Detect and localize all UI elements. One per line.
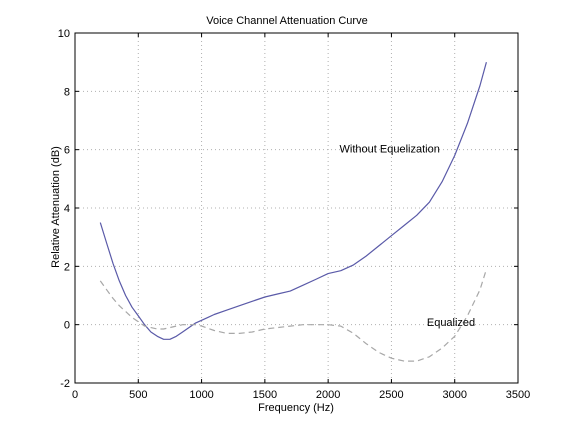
x-tick-label: 2500 [379, 389, 403, 401]
series-line-equalized [99, 269, 487, 362]
x-tick-label: 0 [72, 389, 78, 401]
x-tick-label: 1500 [253, 389, 277, 401]
x-tick-label: 3000 [442, 389, 466, 401]
y-axis-label: Relative Attenuation (dB) [50, 146, 62, 268]
x-tick-label: 3500 [506, 389, 530, 401]
annotation-without-equalization: Without Equelization [340, 144, 440, 156]
grid-lines [75, 33, 518, 383]
y-tick-label: 2 [64, 261, 70, 273]
x-axis-label: Frequency (Hz) [258, 402, 334, 414]
x-ticks: 0 500 1000 1500 2000 2500 3000 3500 [72, 33, 530, 401]
y-tick-label: 10 [58, 28, 70, 40]
annotation-equalized: Equalized [427, 317, 475, 329]
y-tick-label: 6 [64, 145, 70, 157]
x-tick-label: 2000 [316, 389, 340, 401]
x-tick-label: 500 [129, 389, 147, 401]
series-group [99, 62, 487, 362]
y-tick-label: -2 [60, 378, 70, 390]
annotations: Without Equelization Equalized [340, 144, 476, 330]
y-tick-label: 0 [64, 320, 70, 332]
chart-title: Voice Channel Attenuation Curve [206, 15, 367, 27]
y-tick-label: 4 [64, 203, 70, 215]
y-ticks: -2 0 2 4 6 8 10 [58, 28, 518, 390]
x-tick-label: 1000 [189, 389, 213, 401]
y-tick-label: 8 [64, 86, 70, 98]
series-line-without-equalization [99, 62, 487, 340]
